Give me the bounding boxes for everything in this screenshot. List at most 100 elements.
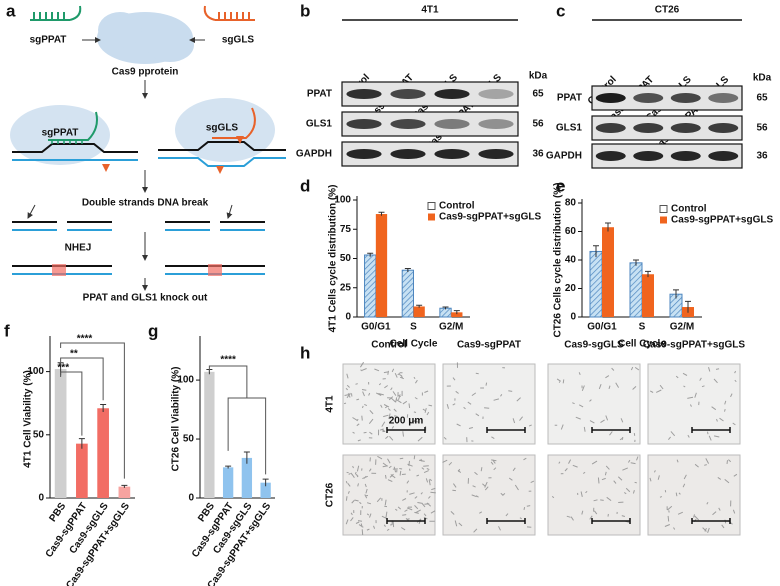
- step-label: Double strands DNA break: [82, 198, 209, 209]
- scale-label: 200 μm: [389, 416, 424, 427]
- micrograph: [442, 363, 536, 445]
- scale-bar: [591, 518, 631, 524]
- cell-texture: [443, 362, 532, 443]
- complex-label: sgGLS: [206, 123, 239, 134]
- legend-swatch: [428, 213, 435, 221]
- error-bar: [378, 211, 385, 216]
- legend-label: Control: [439, 201, 475, 212]
- column-label: Cas9-sgGLS: [564, 340, 624, 351]
- blot-title: 4T1: [421, 5, 439, 16]
- y-tick-label: 75: [340, 224, 352, 235]
- bar: [97, 408, 109, 498]
- blot-band: [434, 119, 470, 129]
- micrograph: [647, 363, 741, 445]
- x-tick-label: G2/M: [670, 322, 694, 333]
- bar: [204, 371, 215, 498]
- y-tick-label: 60: [565, 226, 577, 237]
- blot-band: [595, 123, 626, 133]
- blot-band: [346, 89, 382, 99]
- blot-band: [670, 123, 701, 133]
- x-axis-label: Cell Cycle: [390, 339, 438, 350]
- y-tick-label: 0: [570, 312, 576, 323]
- y-tick-label: 0: [345, 312, 351, 323]
- y-tick-label: 100: [177, 375, 194, 386]
- error-bar: [453, 310, 460, 315]
- panel-label: f: [4, 321, 10, 340]
- kda-value: 56: [532, 119, 544, 130]
- x-tick-label: S: [410, 322, 417, 333]
- protein-label: Cas9 pprotein: [112, 67, 179, 78]
- diagram-a: [10, 5, 286, 291]
- x-tick-label: PBS: [47, 501, 68, 524]
- cell-texture: [343, 361, 433, 442]
- scale-bar: [591, 427, 631, 433]
- panel-label: g: [148, 321, 158, 340]
- bar: [439, 307, 452, 318]
- y-tick-label: 20: [565, 283, 577, 294]
- error-bar: [593, 245, 599, 258]
- bar: [76, 443, 88, 498]
- blot-band: [708, 93, 739, 103]
- scale-bar: [691, 427, 731, 433]
- protein-label: PPAT: [307, 89, 332, 100]
- kda-value: 36: [532, 149, 544, 160]
- blot-band: [708, 151, 739, 161]
- row-label: 4T1: [325, 395, 336, 413]
- x-tick-label: S: [639, 322, 646, 333]
- bar: [602, 227, 614, 317]
- bar: [642, 274, 654, 317]
- bar: [260, 482, 271, 498]
- legend-swatch: [427, 202, 436, 210]
- blot-band: [434, 89, 470, 99]
- error-bar: [243, 451, 250, 464]
- blot-band: [708, 123, 739, 133]
- panel-label: a: [6, 1, 16, 20]
- bar: [375, 214, 388, 317]
- panel-label: e: [556, 176, 565, 195]
- micrograph: [547, 454, 641, 536]
- significance-label: ***: [57, 363, 69, 374]
- protein-label: GAPDH: [546, 151, 582, 162]
- bar: [401, 269, 415, 318]
- panel-label: h: [300, 343, 310, 362]
- kda-label: kDa: [753, 73, 772, 84]
- y-axis-label: CT26 Cells cycle distribution (%): [553, 182, 564, 337]
- scale-bar: [386, 518, 426, 524]
- significance-label: ****: [220, 355, 236, 366]
- error-bar: [262, 478, 269, 487]
- guide-label: sgGLS: [222, 35, 255, 46]
- legend-swatch: [659, 205, 668, 213]
- cell-texture: [554, 366, 640, 443]
- column-label: Cas9-sgPPAT: [457, 340, 521, 351]
- y-axis-label: 4T1 Cell Viability (%): [23, 370, 34, 468]
- x-tick-label: G2/M: [439, 322, 463, 333]
- blot-band: [346, 149, 382, 159]
- error-bar: [416, 304, 423, 308]
- significance-bracket: [60, 342, 125, 479]
- bar: [54, 369, 67, 498]
- kda-value: 65: [532, 89, 544, 100]
- kda-value: 65: [756, 93, 768, 104]
- y-tick-label: 100: [334, 195, 351, 206]
- y-tick-label: 0: [188, 493, 194, 504]
- bar: [241, 457, 253, 498]
- bar: [629, 262, 643, 318]
- cell-texture: [649, 367, 737, 441]
- complex-label: sgPPAT: [42, 128, 79, 139]
- blot-band: [633, 93, 664, 103]
- significance-label: **: [70, 349, 78, 360]
- y-axis-label: 4T1 Cells cycle distribution (%): [328, 185, 339, 333]
- blot-band: [390, 119, 426, 129]
- micrograph: [547, 363, 641, 445]
- error-bar: [121, 484, 128, 488]
- column-label: Cas9-sgPPAT+sgGLS: [643, 340, 745, 351]
- guide-label: sgPPAT: [30, 35, 67, 46]
- y-tick-label: 25: [340, 282, 352, 293]
- x-axis-label: Cell Cycle: [618, 339, 666, 350]
- scale-bar: [486, 427, 526, 433]
- content: a sgPPAT sgGLS Cas9 pprotein sgPPAT sgGLS Doub…: [4, 1, 773, 586]
- error-bar: [100, 403, 107, 413]
- cell-texture: [345, 455, 436, 535]
- blot-band: [670, 151, 701, 161]
- row-label: CT26: [325, 482, 336, 507]
